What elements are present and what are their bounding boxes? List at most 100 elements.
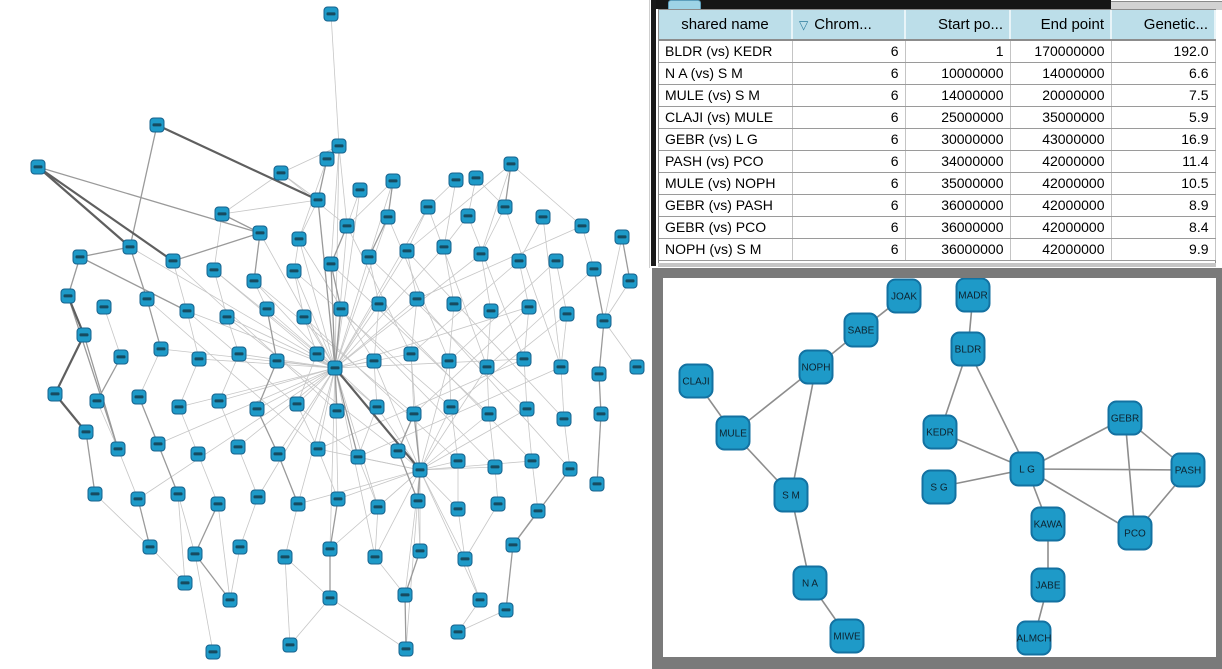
network-node[interactable] xyxy=(231,346,247,362)
network-node[interactable] xyxy=(179,303,195,319)
table-row[interactable]: GEBR (vs) L G 6 30000000 43000000 16.9 xyxy=(659,128,1216,151)
network-node[interactable] xyxy=(211,393,227,409)
network-node[interactable] xyxy=(441,353,457,369)
network-node-almch[interactable]: ALMCH xyxy=(1016,620,1052,656)
network-node[interactable] xyxy=(329,403,345,419)
network-node[interactable] xyxy=(371,296,387,312)
network-node[interactable] xyxy=(72,249,88,265)
network-node[interactable] xyxy=(562,461,578,477)
network-node[interactable] xyxy=(443,399,459,415)
table-row[interactable]: MULE (vs) S M 6 14000000 20000000 7.5 xyxy=(659,84,1216,107)
network-node[interactable] xyxy=(165,253,181,269)
network-node[interactable] xyxy=(149,117,165,133)
network-node[interactable] xyxy=(390,443,406,459)
sort-descending-icon[interactable]: ▽ xyxy=(799,18,809,32)
network-node[interactable] xyxy=(270,446,286,462)
network-node[interactable] xyxy=(153,341,169,357)
network-node[interactable] xyxy=(250,489,266,505)
filtered-network-canvas[interactable]: JOAK MADR SABE NOPH BLDR CLAJI MULE KEDR GEBR L G… xyxy=(663,278,1216,657)
network-node[interactable] xyxy=(322,541,338,557)
network-node[interactable] xyxy=(139,291,155,307)
network-node[interactable] xyxy=(586,261,602,277)
network-node[interactable] xyxy=(113,349,129,365)
network-node[interactable] xyxy=(47,386,63,402)
network-node[interactable] xyxy=(596,313,612,329)
network-node[interactable] xyxy=(330,491,346,507)
table-row[interactable]: NOPH (vs) S M 6 36000000 42000000 9.9 xyxy=(659,238,1216,261)
network-node-madr[interactable]: MADR xyxy=(955,278,991,313)
network-node[interactable] xyxy=(548,253,564,269)
network-node-kawa[interactable]: KAWA xyxy=(1030,506,1066,542)
network-node-jabe[interactable]: JABE xyxy=(1030,567,1066,603)
network-node[interactable] xyxy=(367,549,383,565)
network-node[interactable] xyxy=(171,399,187,415)
column-header-start-po---[interactable]: Start po... xyxy=(905,10,1011,41)
network-node[interactable] xyxy=(468,170,484,186)
network-node[interactable] xyxy=(187,546,203,562)
network-node[interactable] xyxy=(457,551,473,567)
network-node[interactable] xyxy=(319,151,335,167)
network-node[interactable] xyxy=(366,353,382,369)
network-node[interactable] xyxy=(190,446,206,462)
network-node[interactable] xyxy=(629,359,645,375)
network-node[interactable] xyxy=(399,243,415,259)
network-node[interactable] xyxy=(591,366,607,382)
network-node-kedr[interactable]: KEDR xyxy=(922,414,958,450)
network-node[interactable] xyxy=(289,396,305,412)
network-node[interactable] xyxy=(322,590,338,606)
network-node[interactable] xyxy=(370,499,386,515)
network-node[interactable] xyxy=(553,359,569,375)
table-row[interactable]: N A (vs) S M 6 10000000 14000000 6.6 xyxy=(659,62,1216,85)
network-node[interactable] xyxy=(177,575,193,591)
network-node[interactable] xyxy=(232,539,248,555)
column-header-shared-name[interactable]: shared name xyxy=(659,10,793,41)
network-node[interactable] xyxy=(282,637,298,653)
network-node[interactable] xyxy=(481,406,497,422)
network-node-pash[interactable]: PASH xyxy=(1170,452,1206,488)
network-node[interactable] xyxy=(222,592,238,608)
column-header-genetic---[interactable]: Genetic... xyxy=(1111,10,1216,41)
network-node[interactable] xyxy=(614,229,630,245)
network-node[interactable] xyxy=(309,346,325,362)
network-node[interactable] xyxy=(420,199,436,215)
network-node[interactable] xyxy=(472,592,488,608)
network-node[interactable] xyxy=(519,401,535,417)
column-header-end-point[interactable]: End point xyxy=(1010,10,1112,41)
table-bottom-scrollbar[interactable] xyxy=(658,263,1216,267)
network-node[interactable] xyxy=(589,476,605,492)
network-node-n-a[interactable]: N A xyxy=(792,565,828,601)
main-network-canvas[interactable] xyxy=(0,0,651,669)
network-node[interactable] xyxy=(559,306,575,322)
network-node[interactable] xyxy=(498,602,514,618)
network-node[interactable] xyxy=(290,496,306,512)
network-node[interactable] xyxy=(487,459,503,475)
network-node[interactable] xyxy=(122,239,138,255)
network-node[interactable] xyxy=(409,291,425,307)
network-node[interactable] xyxy=(273,165,289,181)
network-node-l-g[interactable]: L G xyxy=(1009,451,1045,487)
network-node[interactable] xyxy=(406,406,422,422)
network-node[interactable] xyxy=(535,209,551,225)
network-node[interactable] xyxy=(436,239,452,255)
network-node[interactable] xyxy=(505,537,521,553)
network-node[interactable] xyxy=(339,218,355,234)
network-node-claji[interactable]: CLAJI xyxy=(678,363,714,399)
network-node[interactable] xyxy=(397,587,413,603)
table-row[interactable]: CLAJI (vs) MULE 6 25000000 35000000 5.9 xyxy=(659,106,1216,129)
network-node[interactable] xyxy=(483,303,499,319)
network-node[interactable] xyxy=(230,439,246,455)
network-node[interactable] xyxy=(446,296,462,312)
network-node[interactable] xyxy=(219,309,235,325)
network-node[interactable] xyxy=(76,327,92,343)
network-node[interactable] xyxy=(259,301,275,317)
network-node[interactable] xyxy=(503,156,519,172)
network-node[interactable] xyxy=(60,288,76,304)
network-node[interactable] xyxy=(593,406,609,422)
network-node[interactable] xyxy=(524,453,540,469)
table-row[interactable]: GEBR (vs) PASH 6 36000000 42000000 8.9 xyxy=(659,194,1216,217)
network-node[interactable] xyxy=(479,359,495,375)
network-node[interactable] xyxy=(30,159,46,175)
horizontal-scrollbar[interactable] xyxy=(1111,1,1222,10)
network-node[interactable] xyxy=(511,253,527,269)
network-node[interactable] xyxy=(403,346,419,362)
